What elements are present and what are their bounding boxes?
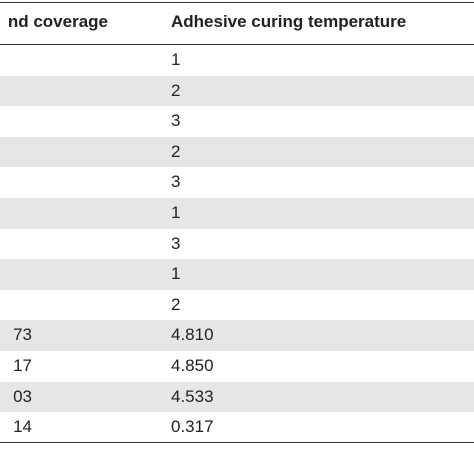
table-row: 1: [0, 259, 474, 290]
table-cell: 1: [171, 264, 181, 284]
table-cell: 2: [171, 294, 181, 314]
table-cell: 1: [171, 50, 181, 69]
header-rule: [0, 44, 474, 45]
table-cell: 3: [171, 111, 181, 131]
table-row: 3: [0, 167, 474, 198]
table-cell: 4.533: [171, 386, 214, 406]
table-row: 17 4.850: [0, 351, 474, 382]
table-row: 2: [0, 136, 474, 168]
table-cell: 2: [171, 141, 181, 161]
table-row: 14 0.317: [0, 412, 474, 443]
bottom-rule: [0, 442, 474, 443]
top-rule: [0, 2, 474, 3]
table-cell: 73: [13, 325, 32, 345]
table-row: 03 4.533: [0, 381, 474, 413]
table-cell: 4.850: [171, 356, 214, 375]
table-cell: 3: [171, 172, 181, 192]
table-row: 2: [0, 75, 474, 107]
table-cell: 17: [13, 356, 32, 375]
table-row: 2: [0, 290, 474, 321]
table-cell: 03: [13, 386, 32, 406]
table-row: 73 4.810: [0, 320, 474, 351]
table-cell: 3: [171, 233, 181, 253]
table-cell: 4.810: [171, 325, 214, 345]
table-row: 1: [0, 198, 474, 229]
table-cell: 2: [171, 80, 181, 100]
table-row: 1: [0, 45, 474, 76]
table-cell: 1: [171, 203, 181, 222]
header-cell: Adhesive curing temperature: [171, 12, 407, 31]
header-cell: nd coverage: [7, 12, 108, 31]
table-cell: 14: [13, 417, 32, 437]
table-row: 3: [0, 229, 474, 260]
table-row: 3: [0, 106, 474, 137]
table-cell: 0.317: [171, 417, 214, 437]
